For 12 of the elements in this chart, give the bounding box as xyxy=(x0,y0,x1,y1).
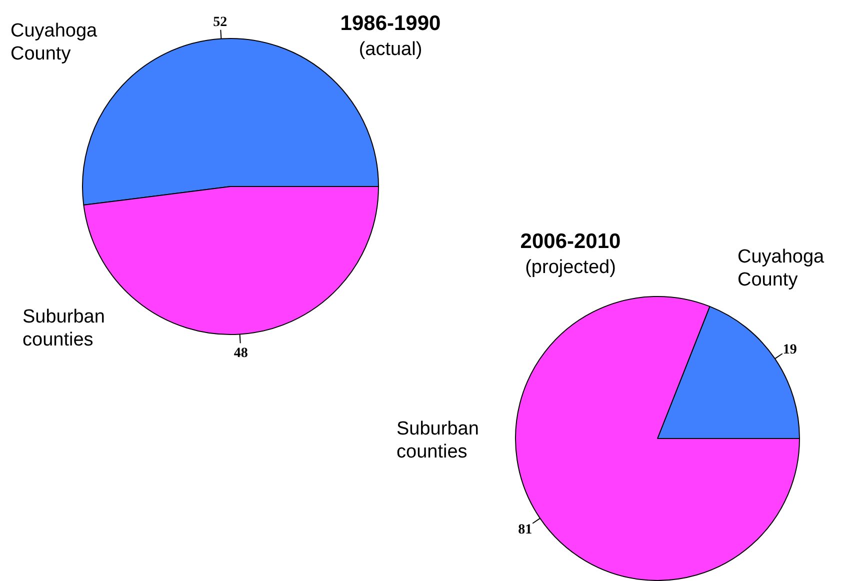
slice-label: Suburban counties xyxy=(22,306,105,351)
data-label: 48 xyxy=(234,346,248,362)
chart-title: 1986-1990 xyxy=(340,12,441,35)
text: (actual) xyxy=(358,39,422,60)
chart-subtitle: (projected) xyxy=(525,257,616,278)
data-label: 52 xyxy=(213,14,228,30)
data-label: 81 xyxy=(518,522,532,538)
chart-title: 2006-2010 xyxy=(520,230,621,253)
slice-label: Suburban counties xyxy=(396,418,479,463)
data-label: 19 xyxy=(782,342,797,358)
slice-label: Cuyahoga County xyxy=(738,246,825,291)
slice-label: Cuyahoga County xyxy=(10,20,98,65)
